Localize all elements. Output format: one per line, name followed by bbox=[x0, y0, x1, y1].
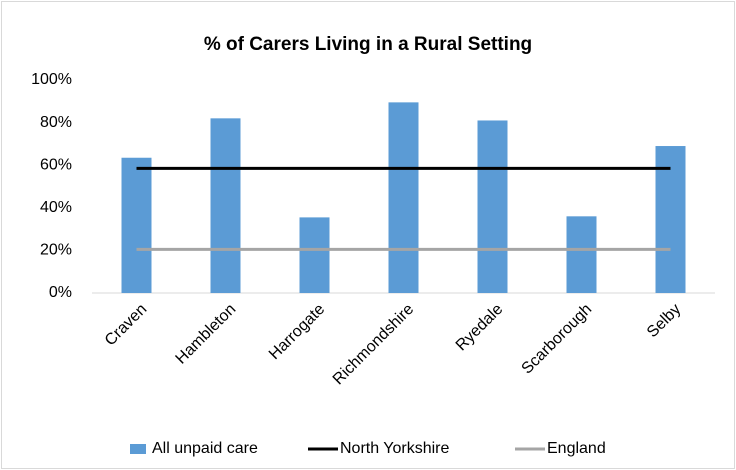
y-tick-label: 20% bbox=[40, 242, 72, 259]
bar bbox=[477, 120, 508, 293]
bar bbox=[121, 157, 152, 293]
legend-label: England bbox=[547, 440, 606, 457]
bar bbox=[210, 118, 241, 293]
y-tick-label: 80% bbox=[40, 114, 72, 131]
bar bbox=[299, 217, 330, 293]
bar bbox=[655, 146, 686, 293]
y-tick-label: 100% bbox=[31, 71, 72, 88]
y-tick-label: 0% bbox=[49, 284, 72, 301]
bar bbox=[566, 216, 597, 293]
legend-label: All unpaid care bbox=[152, 440, 258, 457]
chart-title: % of Carers Living in a Rural Setting bbox=[204, 34, 532, 55]
y-tick-label: 60% bbox=[40, 156, 72, 173]
legend-swatch bbox=[130, 444, 146, 454]
y-tick-label: 40% bbox=[40, 199, 72, 216]
bar bbox=[388, 102, 419, 294]
legend-label: North Yorkshire bbox=[340, 440, 449, 457]
